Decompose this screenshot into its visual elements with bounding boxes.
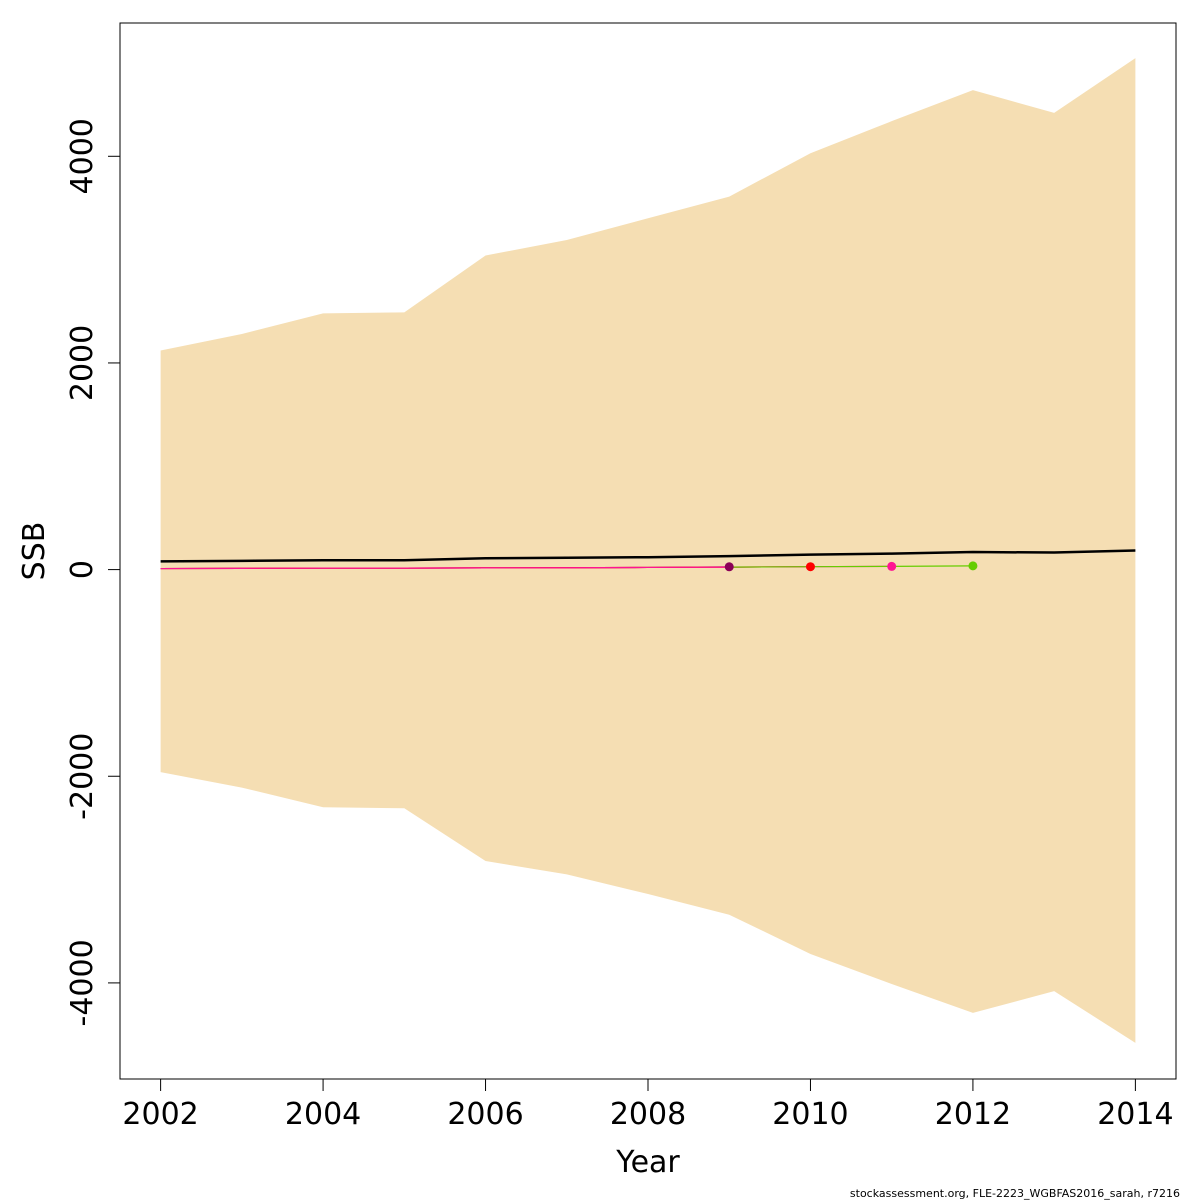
y-axis: -4000 -2000 0 2000 4000	[65, 118, 121, 1026]
series-lines	[160, 549, 1136, 570]
y-tick-label: 2000	[65, 325, 100, 401]
x-axis: 2002 2004 2006 2008 2010 2012 2014	[122, 1078, 1174, 1132]
x-tick-label: 2004	[285, 1097, 361, 1132]
y-tick-label: -4000	[65, 939, 100, 1026]
retro-point-2010	[805, 562, 815, 572]
y-axis-label: SSB	[17, 522, 52, 581]
retro-line-4	[729, 565, 973, 568]
x-tick-label: 2008	[610, 1097, 686, 1132]
y-tick-label: -2000	[65, 733, 100, 820]
confidence-band-area	[160, 58, 1136, 1043]
footer-credit: stockassessment.org, FLE-2223_WGBFAS2016…	[850, 1187, 1180, 1200]
x-tick-label: 2012	[935, 1097, 1011, 1132]
x-tick-label: 2014	[1097, 1097, 1173, 1132]
retro-point-2009	[724, 562, 734, 572]
x-tick-label: 2010	[772, 1097, 848, 1132]
confidence-band	[160, 58, 1136, 1043]
x-tick-label: 2006	[447, 1097, 523, 1132]
retro-point-2012	[968, 561, 978, 571]
series-points	[724, 561, 978, 572]
y-tick-label: 0	[65, 560, 100, 579]
y-tick-label: 4000	[65, 118, 100, 194]
x-axis-label: Year	[615, 1145, 680, 1180]
x-tick-label: 2002	[122, 1097, 198, 1132]
ssb-estimate-line	[160, 549, 1136, 563]
retro-point-2011	[887, 561, 897, 571]
